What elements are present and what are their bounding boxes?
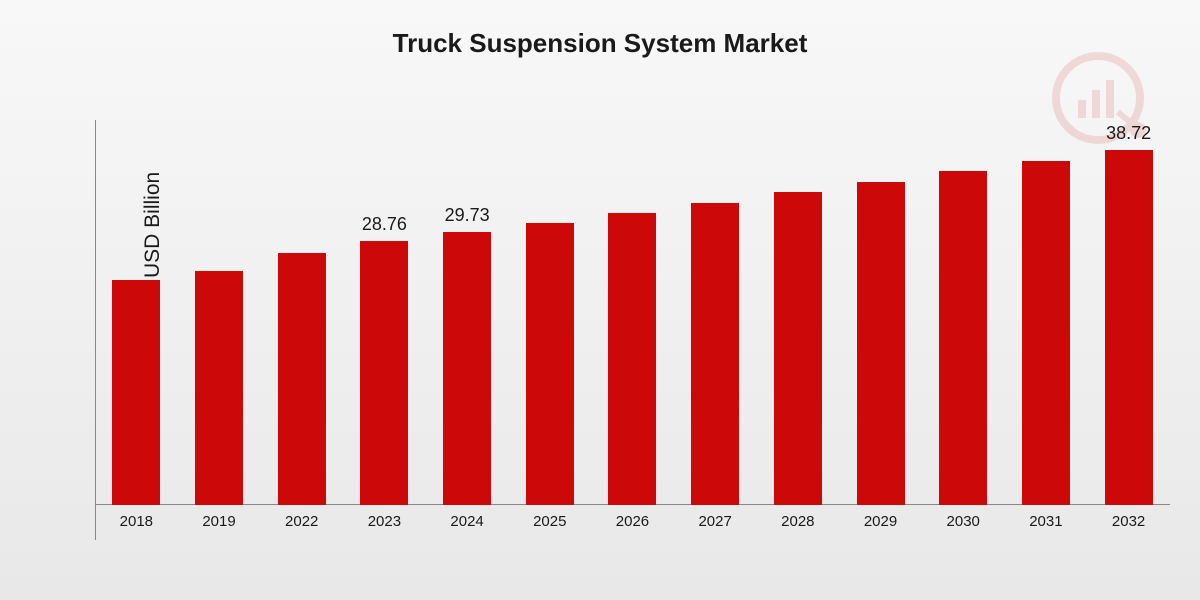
bar-group <box>95 120 178 505</box>
x-axis-label: 2023 <box>343 513 426 530</box>
bar-value-label: 38.72 <box>1106 123 1151 144</box>
x-axis-label: 2025 <box>508 513 591 530</box>
x-axis-label: 2030 <box>922 513 1005 530</box>
bar-group <box>922 120 1005 505</box>
x-axis-label: 2031 <box>1005 513 1088 530</box>
bar <box>443 232 491 505</box>
bar-group: 38.72 <box>1087 120 1170 505</box>
x-axis-label: 2027 <box>674 513 757 530</box>
bar <box>195 271 243 505</box>
x-axis-label: 2022 <box>260 513 343 530</box>
bar-group <box>591 120 674 505</box>
chart-container: 28.76 29.73 38.72 201820192022202320242025… <box>95 120 1170 540</box>
bar <box>112 280 160 505</box>
chart-title: Truck Suspension System Market <box>0 0 1200 69</box>
x-axis-label: 2019 <box>178 513 261 530</box>
bar-group <box>839 120 922 505</box>
bar <box>774 192 822 505</box>
bar-value-label: 29.73 <box>445 205 490 226</box>
x-axis-label: 2029 <box>839 513 922 530</box>
bar-group: 29.73 <box>426 120 509 505</box>
bar <box>526 223 574 505</box>
bar <box>1022 161 1070 505</box>
bar-group <box>1005 120 1088 505</box>
bar-group <box>508 120 591 505</box>
bar-value-label: 28.76 <box>362 214 407 235</box>
x-axis-label: 2024 <box>426 513 509 530</box>
bar <box>278 253 326 505</box>
bar <box>360 241 408 505</box>
bar-group <box>260 120 343 505</box>
x-axis-label: 2032 <box>1087 513 1170 530</box>
bar <box>1105 150 1153 505</box>
bar <box>608 213 656 505</box>
bar <box>939 171 987 505</box>
bar <box>857 182 905 505</box>
bar <box>691 203 739 506</box>
bar-group <box>757 120 840 505</box>
bar-group: 28.76 <box>343 120 426 505</box>
x-axis-label: 2018 <box>95 513 178 530</box>
x-axis-label: 2026 <box>591 513 674 530</box>
x-axis-labels: 2018201920222023202420252026202720282029… <box>95 505 1170 540</box>
x-axis-label: 2028 <box>757 513 840 530</box>
bars-area: 28.76 29.73 38.72 <box>95 120 1170 505</box>
bar-group <box>178 120 261 505</box>
bar-group <box>674 120 757 505</box>
